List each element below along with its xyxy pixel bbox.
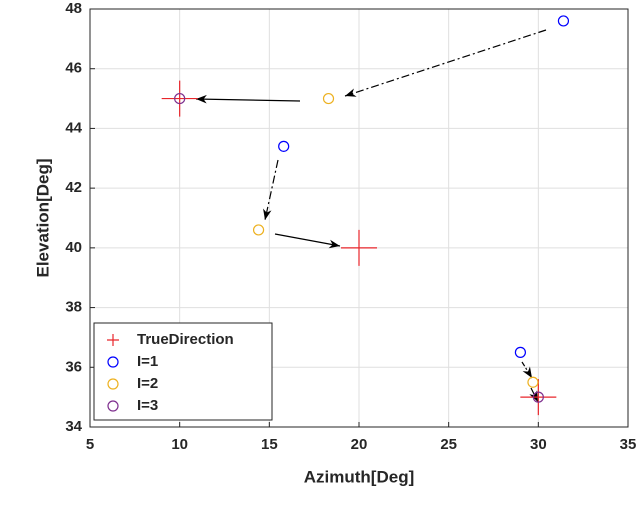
x-tick-label: 35 <box>620 436 637 453</box>
legend: TrueDirection I=1 I=2 I=3 <box>93 322 273 421</box>
circle-marker <box>527 376 539 388</box>
plus-marker <box>341 229 377 266</box>
x-tick-label: 15 <box>261 436 278 453</box>
axes-box <box>89 8 629 428</box>
arrow <box>263 159 279 221</box>
circle-marker <box>174 92 186 105</box>
arrow <box>521 361 533 379</box>
x-tick-label: 25 <box>440 436 457 453</box>
circle-marker <box>514 346 527 358</box>
circle-marker <box>107 378 119 390</box>
legend-box <box>93 322 273 421</box>
circle-marker <box>278 140 290 152</box>
circle-marker <box>107 356 119 368</box>
y-tick-label: 46 <box>65 60 82 77</box>
legend-label: TrueDirection <box>137 331 234 348</box>
x-tick-label: 5 <box>86 436 94 453</box>
x-axis-label: Azimuth[Deg] <box>304 467 414 486</box>
legend-label: I=3 <box>137 397 158 414</box>
arrow <box>274 233 341 249</box>
circle-marker <box>322 92 335 105</box>
x-tick-label: 10 <box>171 436 188 453</box>
circle-marker <box>532 391 544 403</box>
y-tick-label: 44 <box>65 119 82 136</box>
legend-label: I=1 <box>137 353 158 370</box>
y-tick-label: 34 <box>65 418 82 435</box>
circle-marker <box>252 224 265 236</box>
arrow <box>195 94 301 104</box>
y-tick-label: 42 <box>65 179 82 196</box>
x-tick-label: 30 <box>530 436 547 453</box>
y-tick-label: 48 <box>65 0 82 17</box>
y-tick-label: 38 <box>65 299 82 316</box>
circle-marker <box>107 400 119 412</box>
y-tick-label: 36 <box>65 358 82 375</box>
arrow <box>529 387 539 403</box>
plus-marker <box>520 379 557 416</box>
plus-marker <box>107 334 119 346</box>
x-tick-label: 20 <box>351 436 368 453</box>
y-tick-label: 40 <box>65 239 82 256</box>
arrow <box>344 29 547 97</box>
marks <box>161 15 570 416</box>
arrows <box>195 29 547 403</box>
plus-marker <box>161 80 198 117</box>
legend-label: I=2 <box>137 375 158 392</box>
y-axis-label: Elevation[Deg] <box>33 158 52 277</box>
circle-marker <box>557 15 570 27</box>
